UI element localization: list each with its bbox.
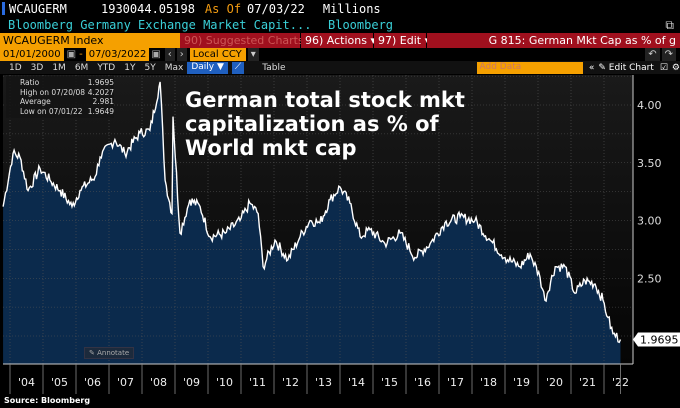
period-ytd[interactable]: YTD	[97, 62, 116, 73]
chevron-down-icon[interactable]: ▾	[247, 48, 259, 61]
start-date[interactable]: 01/01/2000	[0, 48, 64, 61]
x-tick-label: '12	[282, 376, 299, 389]
x-tick-label: '06	[84, 376, 101, 389]
redo-icon[interactable]: ↷	[661, 48, 676, 61]
source-note: Source: Bloomberg	[4, 396, 91, 405]
period-1d[interactable]: 1D	[9, 62, 22, 73]
x-tick-label: '09	[183, 376, 200, 389]
popout-icon[interactable]: ⧉	[665, 17, 674, 32]
chart-annotation-title: German total stock mkt capitalization as…	[185, 88, 465, 160]
last-value: 1930044.05198	[101, 1, 195, 16]
x-tick-label: '10	[216, 376, 233, 389]
x-tick-label: '13	[315, 376, 332, 389]
security-field[interactable]: WCAUGERM Index	[0, 33, 180, 48]
prev-icon[interactable]: ‹	[164, 48, 175, 61]
data-source: Bloomberg	[328, 18, 394, 32]
edit-chart-button[interactable]: ✎ Edit Chart	[598, 62, 654, 73]
legend-high: High on 07/20/08 4.2027	[20, 88, 114, 98]
end-date[interactable]: 07/03/2022	[85, 48, 150, 61]
last-value-tag	[633, 332, 680, 347]
x-tick-label: '17	[447, 376, 464, 389]
toolbar: WCAUGERM Index 90) Suggested Charts 96) …	[0, 33, 680, 48]
x-tick-label: '21	[579, 376, 596, 389]
chart-type-icon[interactable]: ⟋	[231, 61, 245, 74]
suggested-charts-button[interactable]: 90) Suggested Charts	[180, 33, 304, 48]
y-tick-label: 2.50	[637, 272, 662, 285]
gear-icon[interactable]: ⚙	[671, 62, 680, 73]
next-icon[interactable]: ›	[176, 48, 187, 61]
actions-button[interactable]: 96) Actions ▾	[301, 33, 376, 48]
frequency-select[interactable]: Daily ▼	[187, 61, 228, 74]
series-line	[2, 81, 622, 344]
legend-label: High on 07/20/08	[20, 87, 86, 97]
period-row: 1D 3D 1M 6M YTD 1Y 5Y Max Daily ▼ ⟋ Table Add D…	[0, 61, 680, 74]
cursor	[2, 2, 5, 15]
period-5y[interactable]: 5Y	[144, 62, 156, 73]
calendar-icon[interactable]: ▣	[66, 49, 77, 60]
currency-select[interactable]: Local CCY	[189, 48, 246, 61]
y-tick-label: 3.50	[637, 157, 662, 170]
x-tick-label: '19	[513, 376, 530, 389]
y-tick-label: 3.00	[637, 215, 662, 228]
chart[interactable]: 4.00 3.50 3.00 2.50 '04 '05 '06 '07 '08 '09 '10 '11…	[0, 74, 680, 396]
period-1y[interactable]: 1Y	[124, 62, 136, 73]
add-data-input[interactable]: Add Data	[477, 61, 583, 74]
ticker[interactable]: WCAUGERM	[9, 1, 67, 16]
as-of-label: As Of	[204, 1, 242, 16]
y-tick-label: 4.00	[637, 99, 662, 112]
description: Bloomberg Germany Exchange Market Capit.…	[8, 18, 312, 32]
table-button[interactable]: Table	[262, 62, 286, 73]
x-tick-label: '20	[546, 376, 563, 389]
legend-value: 1.9649	[87, 106, 114, 116]
x-tick-label: '04	[18, 376, 35, 389]
chart-name: G 815: German Mkt Cap as % of g	[427, 33, 680, 48]
legend-ratio: Ratio 1.9695	[20, 78, 114, 88]
x-tick-label: '07	[117, 376, 134, 389]
units: Millions	[322, 1, 381, 16]
period-3d[interactable]: 3D	[30, 62, 44, 73]
x-tick-label: '05	[51, 376, 68, 389]
legend-label: Low on 07/01/22	[20, 106, 83, 116]
period-6m[interactable]: 6M	[74, 62, 89, 73]
x-tick-label: '16	[414, 376, 431, 389]
range-row: 01/01/2000 ▣ - 07/03/2022 ▣ ‹ › Local CC…	[0, 48, 680, 61]
period-1m[interactable]: 1M	[52, 62, 66, 73]
x-tick-label: '08	[150, 376, 167, 389]
edit-button[interactable]: 97) Edit ▾	[374, 33, 430, 48]
legend-label: Average	[20, 97, 51, 106]
collapse-icon[interactable]: «	[588, 62, 595, 73]
x-tick-label: '18	[480, 376, 497, 389]
x-tick-label: '11	[249, 376, 266, 389]
dash: -	[79, 49, 83, 60]
x-tick-label: '14	[348, 376, 365, 389]
legend: Ratio 1.9695 High on 07/20/08 4.2027 Avera…	[6, 76, 114, 118]
legend-low: Low on 07/01/22 1.9649	[20, 107, 114, 117]
calendar-icon[interactable]: ▣	[151, 49, 161, 60]
x-tick-label: '15	[381, 376, 398, 389]
legend-value: 1.9695	[87, 78, 114, 87]
legend-label: Ratio	[20, 78, 40, 87]
period-max[interactable]: Max	[164, 62, 184, 73]
description-row: Bloomberg Germany Exchange Market Capit.…	[0, 17, 680, 33]
legend-value: 4.2027	[87, 87, 114, 97]
edit-icon[interactable]: ☑	[659, 62, 668, 73]
security-header: WCAUGERM 1930044.05198 As Of 07/03/22 Mi…	[0, 0, 680, 17]
legend-average: Average 2.981	[20, 97, 114, 107]
annotate-button[interactable]: ✎ Annotate	[84, 347, 135, 359]
undo-icon[interactable]: ↶	[645, 48, 660, 61]
last-value-label: 1.9695	[640, 334, 679, 347]
legend-value: 2.981	[92, 97, 114, 106]
as-of-date: 07/03/22	[247, 1, 305, 16]
